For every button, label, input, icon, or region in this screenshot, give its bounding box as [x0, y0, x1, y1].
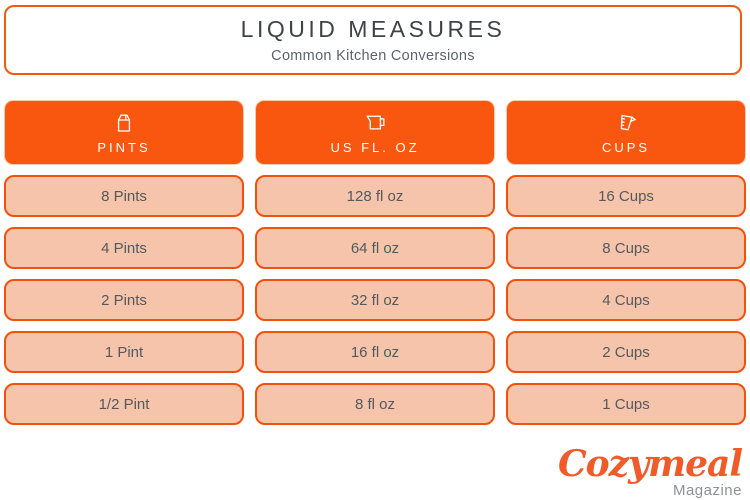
cozymeal-logo: Cozymeal Magazine: [557, 443, 743, 499]
table-cell-pints-5: 1/2 Pint: [4, 383, 244, 425]
table-cell-cups-4: 2 Cups: [506, 331, 746, 373]
page-title: LIQUID MEASURES: [240, 16, 506, 42]
table-cell-cups-5: 1 Cups: [506, 383, 746, 425]
measuring-jug-icon: [362, 110, 388, 136]
conversion-table: PINTS 8 Pints 4 Pints 2 Pints 1 Pint 1/2…: [4, 100, 746, 425]
table-cell-pints-4: 1 Pint: [4, 331, 244, 373]
column-label: CUPS: [601, 140, 651, 155]
table-cell-floz-2: 64 fl oz: [255, 227, 495, 269]
brand-name: Cozymeal: [557, 443, 743, 485]
column-label: US FL. OZ: [330, 140, 420, 155]
column-header-us-fl-oz: US FL. OZ: [255, 100, 495, 165]
table-cell-pints-1: 8 Pints: [4, 175, 244, 217]
measuring-cup-icon: [613, 110, 639, 136]
brand-subtitle: Magazine: [672, 482, 742, 499]
page-subtitle: Common Kitchen Conversions: [271, 48, 475, 64]
column-header-cups: CUPS: [506, 100, 746, 165]
table-cell-pints-3: 2 Pints: [4, 279, 244, 321]
table-cell-floz-3: 32 fl oz: [255, 279, 495, 321]
title-banner: LIQUID MEASURES Common Kitchen Conversio…: [4, 5, 742, 75]
table-cell-floz-5: 8 fl oz: [255, 383, 495, 425]
table-cell-pints-2: 4 Pints: [4, 227, 244, 269]
table-cell-cups-1: 16 Cups: [506, 175, 746, 217]
table-cell-cups-3: 4 Cups: [506, 279, 746, 321]
table-cell-floz-4: 16 fl oz: [255, 331, 495, 373]
column-header-pints: PINTS: [4, 100, 244, 165]
milk-carton-icon: [111, 110, 137, 136]
table-cell-cups-2: 8 Cups: [506, 227, 746, 269]
column-label: PINTS: [97, 140, 151, 155]
table-cell-floz-1: 128 fl oz: [255, 175, 495, 217]
